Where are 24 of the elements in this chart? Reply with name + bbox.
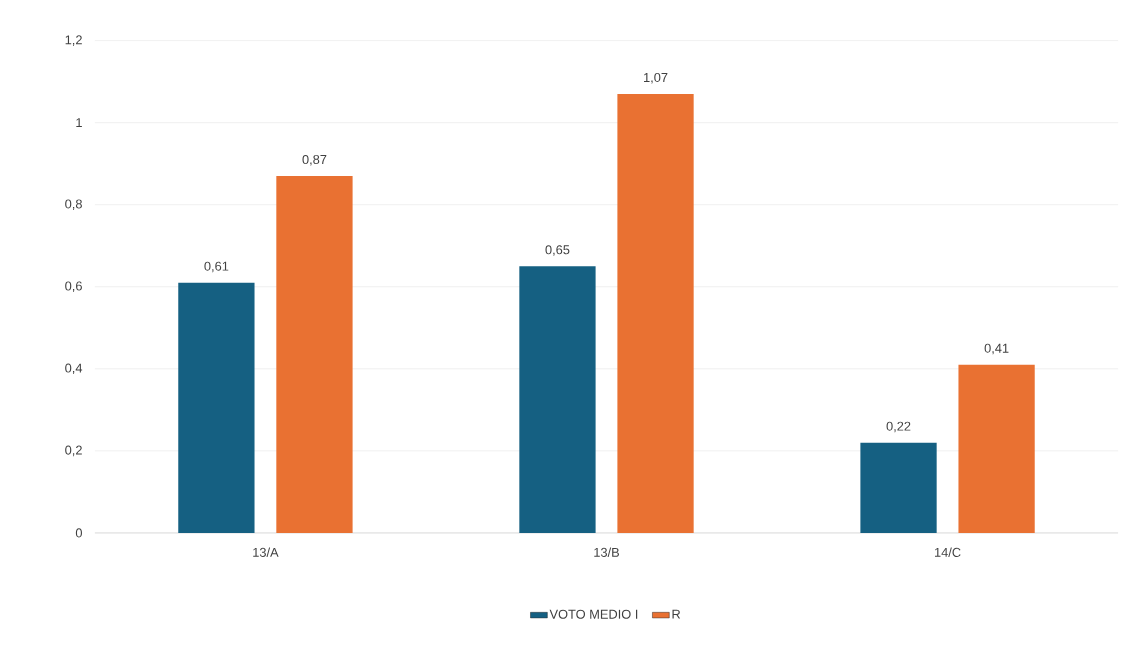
- bar: [958, 364, 1035, 533]
- y-tick-label: 0,2: [65, 445, 82, 457]
- bar: [519, 266, 596, 533]
- data-label: 0,65: [545, 245, 570, 256]
- legend-label: R: [672, 609, 681, 619]
- y-tick-label: 0: [75, 528, 82, 538]
- legend-label: VOTO MEDIO I: [549, 609, 638, 619]
- bar: [178, 282, 255, 533]
- x-tick-label: 14/C: [934, 547, 961, 558]
- bar: [860, 442, 937, 533]
- bar: [276, 176, 353, 533]
- y-tick-label: 0,6: [65, 281, 82, 293]
- bar: [617, 94, 694, 533]
- y-tick-label: 0,8: [65, 199, 82, 211]
- data-label: 0,61: [204, 261, 229, 273]
- y-tick-label: 0,4: [65, 363, 83, 375]
- data-label: 0,87: [302, 155, 327, 166]
- data-label: 0,22: [886, 421, 911, 433]
- data-label: 1,07: [644, 73, 668, 84]
- y-tick-label: 1: [76, 118, 82, 128]
- data-label: 0,41: [984, 343, 1009, 355]
- x-tick-label: 13/A: [253, 547, 279, 558]
- y-tick-label: 1,2: [65, 35, 82, 46]
- x-tick-label: 13/B: [594, 547, 620, 558]
